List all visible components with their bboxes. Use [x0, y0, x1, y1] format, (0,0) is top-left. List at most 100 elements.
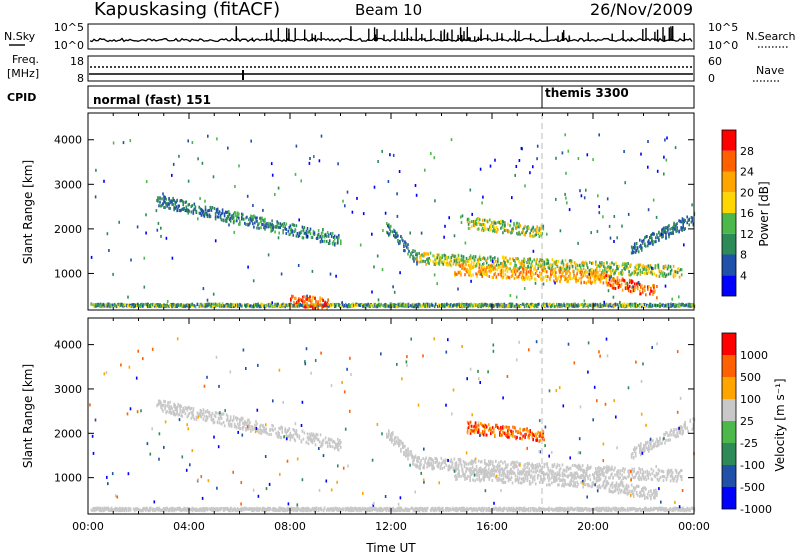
- range-gate-cell: [400, 235, 402, 238]
- range-gate-cell: [477, 261, 480, 265]
- range-gate-cell: [225, 418, 228, 422]
- range-gate-cell: [347, 305, 349, 309]
- range-gate-cell: [104, 303, 107, 307]
- range-gate-cell: [271, 173, 274, 177]
- range-gate-cell: [542, 269, 544, 273]
- range-gate-cell: [233, 422, 236, 426]
- range-gate-cell: [596, 263, 598, 267]
- range-gate-cell: [678, 295, 680, 299]
- range-gate-cell: [653, 272, 656, 276]
- range-gate-cell: [135, 304, 137, 308]
- range-gate-cell: [651, 472, 654, 476]
- range-gate-cell: [199, 304, 202, 308]
- range-gate-cell: [220, 416, 223, 420]
- range-gate-cell: [169, 400, 171, 404]
- range-gate-cell: [159, 197, 161, 201]
- range-gate-cell: [530, 262, 532, 266]
- range-gate-cell: [227, 420, 230, 424]
- range-gate-cell: [513, 466, 515, 470]
- range-gate-cell: [657, 263, 660, 267]
- station-title: Kapuskasing (fitACF): [94, 0, 280, 20]
- range-gate-cell: [197, 157, 199, 161]
- range-gate-cell: [400, 303, 403, 307]
- range-gate-cell: [225, 413, 228, 417]
- range-gate-cell: [177, 402, 179, 406]
- range-gate-cell: [372, 304, 374, 308]
- range-gate-cell: [665, 236, 667, 240]
- range-gate-cell: [638, 467, 640, 471]
- range-gate-cell: [366, 304, 368, 308]
- range-gate-cell: [511, 481, 514, 485]
- range-gate-cell: [549, 278, 551, 282]
- range-gate-cell: [258, 222, 260, 226]
- range-gate-cell: [308, 161, 311, 165]
- range-gate-cell: [643, 303, 645, 307]
- range-gate-cell: [538, 463, 541, 467]
- range-gate-cell: [270, 224, 272, 228]
- range-gate-cell: [591, 272, 594, 276]
- range-gate-cell: [599, 274, 602, 278]
- range-gate-cell: [414, 249, 416, 253]
- range-gate-cell: [645, 268, 648, 272]
- range-gate-cell: [529, 482, 532, 486]
- range-gate-cell: [478, 469, 480, 472]
- range-gate-cell: [196, 411, 199, 415]
- range-gate-cell: [596, 303, 599, 307]
- range-gate-cell: [658, 238, 660, 242]
- range-gate-cell: [289, 228, 292, 232]
- range-gate-cell: [534, 467, 536, 470]
- range-gate-cell: [457, 287, 459, 291]
- range-gate-cell: [166, 204, 168, 208]
- range-gate-cell: [500, 271, 503, 275]
- range-gate-cell: [661, 235, 663, 239]
- range-gate-cell: [406, 302, 409, 306]
- range-gate-cell: [597, 277, 600, 281]
- range-gate-cell: [242, 213, 244, 217]
- range-gate-cell: [610, 272, 612, 276]
- range-gate-cell: [624, 262, 626, 266]
- range-gate-cell: [513, 276, 516, 280]
- range-gate-cell: [446, 263, 449, 267]
- range-gate-cell: [623, 261, 625, 265]
- range-gate-cell: [225, 302, 228, 306]
- range-gate-cell: [298, 300, 300, 304]
- range-gate-cell: [189, 407, 192, 411]
- range-gate-cell: [403, 450, 405, 454]
- range-gate-cell: [247, 223, 249, 227]
- range-gate-cell: [481, 469, 483, 473]
- range-gate-cell: [306, 302, 308, 306]
- range-gate-cell: [222, 420, 225, 424]
- range-gate-cell: [494, 158, 496, 162]
- range-gate-cell: [556, 464, 559, 468]
- range-gate-cell: [599, 261, 601, 265]
- range-gate-cell: [210, 208, 213, 212]
- range-gate-cell: [313, 305, 315, 309]
- range-gate-cell: [381, 268, 384, 272]
- range-gate-cell: [567, 475, 569, 479]
- range-gate-cell: [572, 473, 575, 477]
- range-gate-cell: [503, 223, 505, 227]
- range-gate-cell: [287, 302, 290, 306]
- range-gate-cell: [267, 253, 270, 257]
- range-gate-cell: [623, 279, 626, 283]
- range-gate-cell: [236, 418, 238, 422]
- range-gate-cell: [493, 266, 496, 270]
- range-gate-cell: [333, 440, 336, 444]
- range-gate-cell: [629, 263, 631, 267]
- range-gate-cell: [95, 168, 97, 172]
- range-gate-cell: [634, 304, 637, 308]
- range-gate-cell: [158, 400, 160, 403]
- range-gate-cell: [476, 217, 479, 220]
- range-gate-cell: [302, 228, 305, 232]
- range-gate-cell: [538, 226, 541, 230]
- range-gate-cell: [663, 226, 665, 230]
- range-gate-cell: [477, 471, 479, 475]
- range-gate-cell: [306, 230, 309, 234]
- range-gate-cell: [545, 304, 547, 308]
- range-gate-cell: [388, 225, 390, 229]
- range-gate-cell: [648, 239, 650, 243]
- range-gate-cell: [526, 462, 528, 466]
- range-gate-cell: [213, 414, 216, 417]
- range-gate-cell: [654, 266, 657, 270]
- range-gate-cell: [270, 226, 272, 230]
